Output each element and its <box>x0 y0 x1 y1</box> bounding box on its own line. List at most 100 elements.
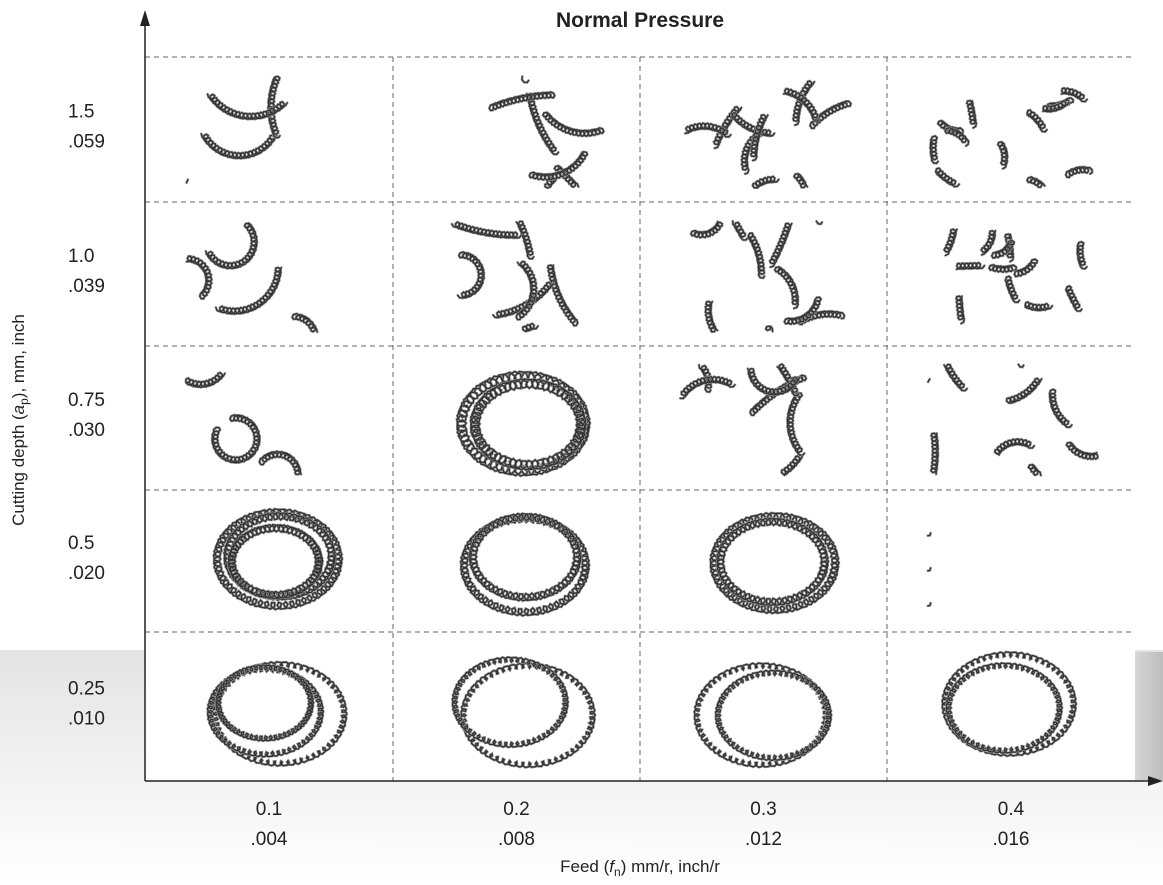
chip <box>206 93 288 121</box>
chip <box>546 264 579 327</box>
chip <box>211 414 261 464</box>
y-axis-title-part: p <box>17 398 31 405</box>
chip <box>991 239 1015 259</box>
chip <box>460 662 596 769</box>
chip <box>786 392 806 456</box>
chip <box>267 75 281 139</box>
chip <box>522 322 539 333</box>
chip <box>927 378 931 383</box>
chip <box>943 363 968 392</box>
chip <box>1042 100 1070 113</box>
chip <box>782 88 820 122</box>
chip-images <box>184 75 1100 769</box>
column-label: 0.3 <box>750 799 776 820</box>
chip <box>1013 258 1038 278</box>
chip <box>684 122 732 138</box>
chip <box>1060 87 1088 103</box>
chip <box>732 220 749 241</box>
chip <box>205 222 258 270</box>
chip <box>1065 166 1093 178</box>
title: Normal Pressure <box>556 9 724 32</box>
chip <box>751 175 780 189</box>
chip <box>765 325 774 333</box>
chip <box>451 221 522 239</box>
chip <box>994 438 1035 456</box>
chip <box>769 222 793 268</box>
chip <box>988 264 1017 273</box>
chip <box>1004 275 1021 303</box>
chip <box>185 178 189 184</box>
chip <box>1024 301 1053 312</box>
chip <box>515 220 535 260</box>
chip <box>515 260 538 321</box>
chip <box>747 232 766 279</box>
chip <box>1006 377 1043 404</box>
chip <box>713 106 743 149</box>
chip <box>783 296 822 325</box>
chip <box>542 111 605 137</box>
chip <box>258 450 302 476</box>
column-label: 0.4 <box>998 799 1025 820</box>
y-axis-arrow <box>140 10 150 26</box>
chip <box>528 151 589 181</box>
chip <box>927 532 932 537</box>
chip <box>941 651 1077 757</box>
column-label: 0.1 <box>256 799 282 820</box>
chip <box>1065 441 1099 461</box>
chip <box>980 230 997 256</box>
chip <box>815 220 823 225</box>
chip <box>780 455 803 476</box>
row-label: 0.75 <box>68 390 105 411</box>
chip <box>291 313 318 333</box>
chip <box>731 112 776 137</box>
chip <box>793 173 808 189</box>
row-label: .010 <box>68 709 105 730</box>
chip <box>1026 109 1048 133</box>
x-axis-arrow <box>1148 776 1163 786</box>
chip <box>709 512 840 615</box>
x-axis-title-part: f <box>609 857 616 876</box>
chip <box>1026 176 1046 188</box>
x-axis-title-part: Feed ( <box>560 857 609 876</box>
chip <box>526 92 560 155</box>
chip <box>521 75 530 84</box>
chip <box>943 228 958 257</box>
chip <box>215 664 315 742</box>
y-axis-title-part: Cutting depth ( <box>9 414 28 526</box>
chip <box>716 517 830 607</box>
row-label: .020 <box>68 563 105 584</box>
x-axis-title-part: ) mm/r, inch/r <box>621 857 721 876</box>
chip <box>774 266 799 310</box>
chip <box>740 130 765 175</box>
chip <box>934 167 960 188</box>
column-label: .016 <box>993 829 1030 850</box>
chip <box>966 100 977 129</box>
chip <box>1017 363 1025 368</box>
x-axis-title-part: n <box>614 865 621 879</box>
chip <box>690 220 723 239</box>
chip <box>714 669 833 762</box>
chip <box>469 378 587 471</box>
row-label: .030 <box>68 420 105 441</box>
chip <box>457 251 485 299</box>
row-label: 1.5 <box>68 102 94 123</box>
chip <box>750 114 769 162</box>
chip <box>930 432 939 475</box>
chip <box>1076 241 1088 270</box>
row-label: 0.25 <box>68 679 105 700</box>
chip <box>955 295 965 325</box>
y-axis-title: Cutting depth (ap), mm, inch <box>9 314 31 526</box>
chip <box>944 127 970 147</box>
chip <box>488 91 556 112</box>
chip <box>955 261 986 270</box>
chip <box>1048 388 1073 428</box>
chip <box>185 371 226 389</box>
column-label: .012 <box>745 829 782 850</box>
column-label: .004 <box>251 829 288 850</box>
column-label: .008 <box>498 829 535 850</box>
chip <box>451 656 569 749</box>
row-label: .059 <box>68 132 105 153</box>
chip <box>747 367 801 396</box>
chip <box>929 135 939 164</box>
